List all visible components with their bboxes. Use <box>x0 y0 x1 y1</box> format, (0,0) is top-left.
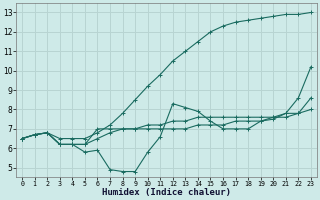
X-axis label: Humidex (Indice chaleur): Humidex (Indice chaleur) <box>102 188 231 197</box>
